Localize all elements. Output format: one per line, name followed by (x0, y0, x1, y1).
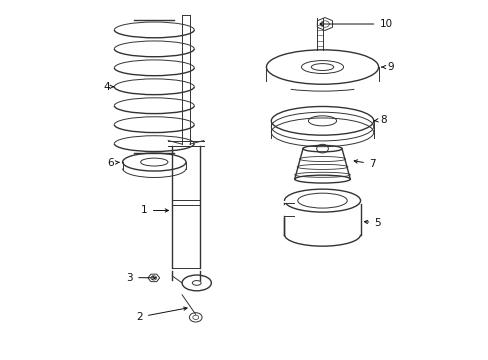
Text: 5: 5 (364, 218, 380, 228)
Text: 7: 7 (353, 159, 375, 169)
Text: 3: 3 (126, 273, 156, 283)
Text: 9: 9 (381, 62, 393, 72)
Text: 10: 10 (319, 19, 392, 29)
Text: 6: 6 (107, 158, 119, 168)
Text: 2: 2 (136, 307, 187, 322)
Text: 8: 8 (374, 115, 386, 125)
Text: 1: 1 (141, 206, 168, 216)
Text: 4: 4 (103, 82, 113, 92)
